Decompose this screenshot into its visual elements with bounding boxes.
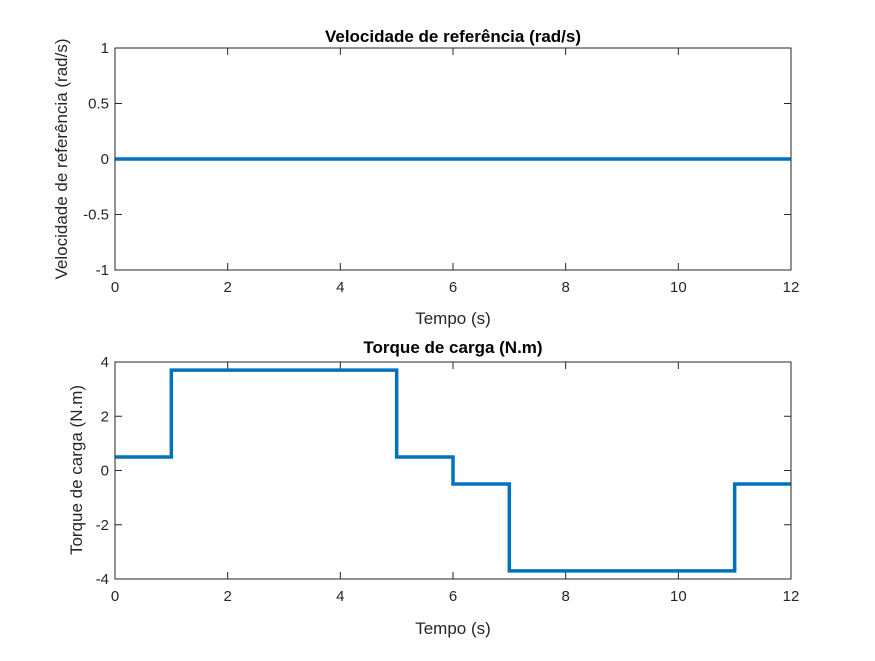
x-tick-label: 6 bbox=[449, 588, 457, 605]
x-tick-label: 8 bbox=[561, 588, 569, 605]
x-tick-label: 10 bbox=[670, 279, 687, 296]
x-tick-label: 8 bbox=[561, 279, 569, 296]
y-axis-label-velocity: Velocidade de referência (rad/s) bbox=[52, 39, 71, 280]
y-tick-label: 0 bbox=[101, 151, 109, 168]
plot-frame-velocity bbox=[114, 47, 792, 271]
x-tick-label: 2 bbox=[223, 279, 231, 296]
x-axis-label-velocity: Tempo (s) bbox=[415, 309, 491, 328]
y-tick-label: -0.5 bbox=[83, 207, 109, 224]
x-tick-label: 6 bbox=[449, 279, 457, 296]
series-line bbox=[115, 368, 791, 573]
axes-velocity: Velocidade de referência (rad/s) Velocid… bbox=[52, 27, 799, 328]
x-tick-label: 2 bbox=[223, 588, 231, 605]
y-tick-label: -2 bbox=[96, 517, 109, 534]
axes-torque: Torque de carga (N.m) Torque de carga (N… bbox=[67, 338, 799, 638]
y-axis-label-torque: Torque de carga (N.m) bbox=[67, 385, 86, 555]
x-tick-label: 0 bbox=[111, 588, 119, 605]
x-tick-label: 4 bbox=[336, 279, 344, 296]
y-tick-label: 0.5 bbox=[88, 96, 109, 113]
x-axis-label-torque: Tempo (s) bbox=[415, 619, 491, 638]
x-tick-label: 4 bbox=[336, 588, 344, 605]
y-tick-label: 2 bbox=[101, 408, 109, 425]
chart-title-velocity: Velocidade de referência (rad/s) bbox=[325, 27, 581, 46]
ticks-torque: 0 2 4 6 8 10 12 -4 -2 0 2 4 bbox=[96, 354, 800, 605]
x-tick-label: 10 bbox=[670, 588, 687, 605]
y-tick-label: 1 bbox=[101, 40, 109, 57]
plot-frame-torque bbox=[114, 361, 792, 580]
series-torque bbox=[115, 368, 791, 573]
y-tick-label: 0 bbox=[101, 463, 109, 480]
x-tick-label: 0 bbox=[111, 279, 119, 296]
ticks-velocity: 0 2 4 6 8 10 12 -1 -0.5 0 0.5 1 bbox=[83, 40, 799, 296]
y-tick-label: 4 bbox=[101, 354, 109, 371]
y-tick-label: -1 bbox=[96, 262, 109, 279]
x-tick-label: 12 bbox=[783, 588, 800, 605]
chart-title-torque: Torque de carga (N.m) bbox=[363, 338, 542, 357]
x-tick-label: 12 bbox=[783, 279, 800, 296]
y-tick-label: -4 bbox=[96, 571, 109, 588]
